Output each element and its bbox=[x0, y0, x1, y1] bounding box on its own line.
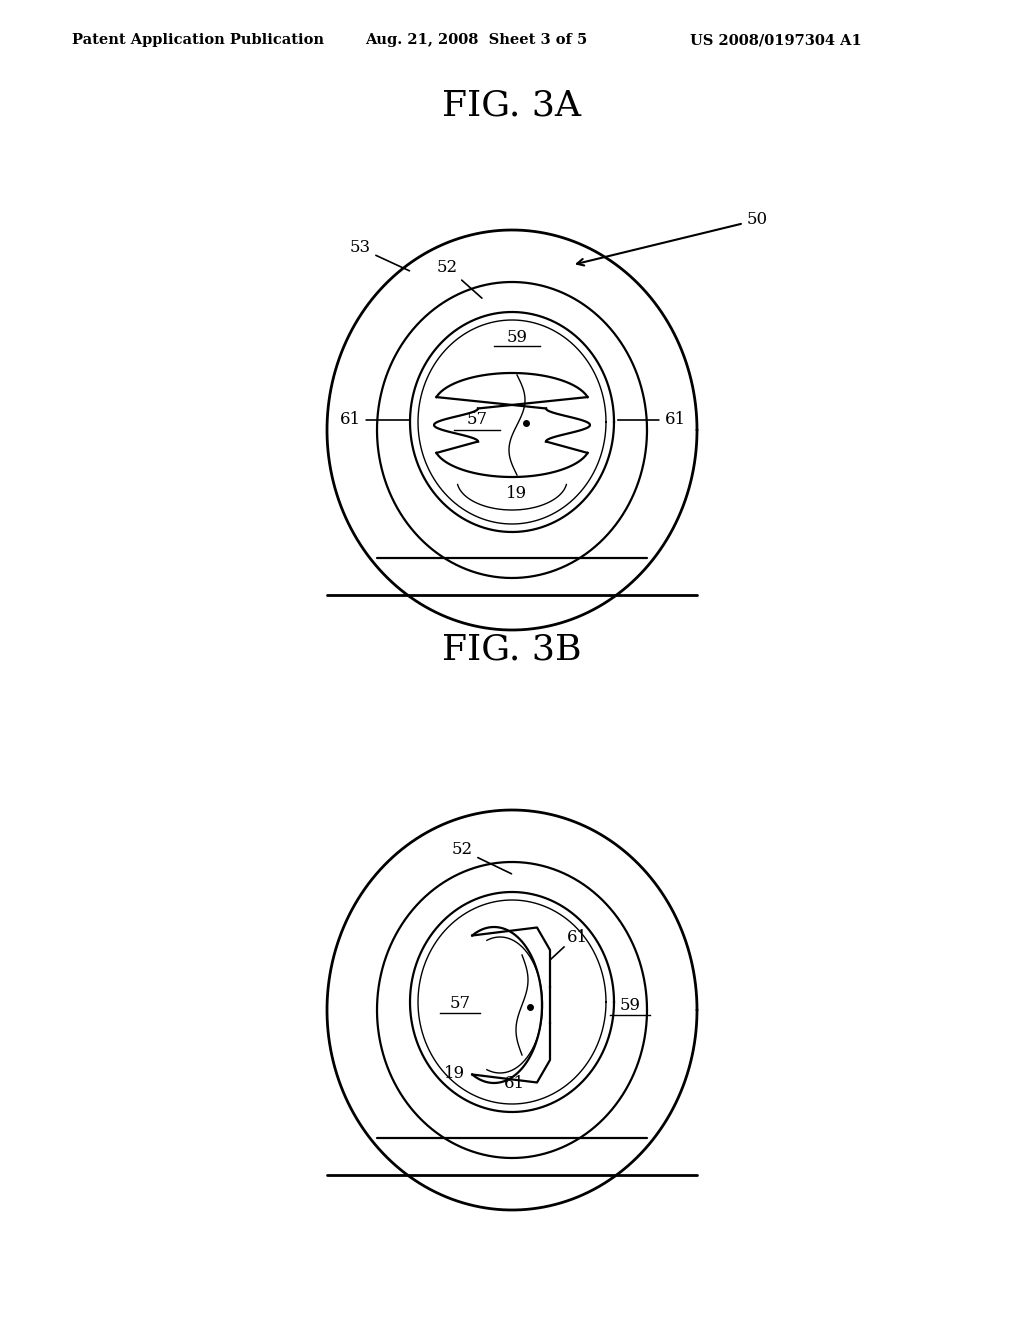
Text: 61: 61 bbox=[504, 1074, 524, 1092]
Text: 57: 57 bbox=[467, 412, 487, 429]
Text: Patent Application Publication: Patent Application Publication bbox=[72, 33, 324, 48]
Text: 53: 53 bbox=[349, 239, 410, 271]
Text: 19: 19 bbox=[443, 1064, 465, 1081]
Text: 52: 52 bbox=[452, 842, 512, 874]
Text: 59: 59 bbox=[507, 329, 527, 346]
Text: 19: 19 bbox=[507, 484, 527, 502]
Text: FIG. 3B: FIG. 3B bbox=[442, 634, 582, 667]
Text: 61: 61 bbox=[566, 928, 588, 945]
Text: 61: 61 bbox=[617, 412, 685, 429]
Text: 52: 52 bbox=[436, 259, 482, 298]
Text: FIG. 3A: FIG. 3A bbox=[442, 88, 582, 121]
Text: US 2008/0197304 A1: US 2008/0197304 A1 bbox=[690, 33, 862, 48]
Text: 61: 61 bbox=[339, 412, 410, 429]
Text: Aug. 21, 2008  Sheet 3 of 5: Aug. 21, 2008 Sheet 3 of 5 bbox=[365, 33, 587, 48]
Text: 57: 57 bbox=[450, 994, 471, 1011]
Text: 59: 59 bbox=[620, 997, 640, 1014]
Text: 50: 50 bbox=[577, 211, 768, 265]
